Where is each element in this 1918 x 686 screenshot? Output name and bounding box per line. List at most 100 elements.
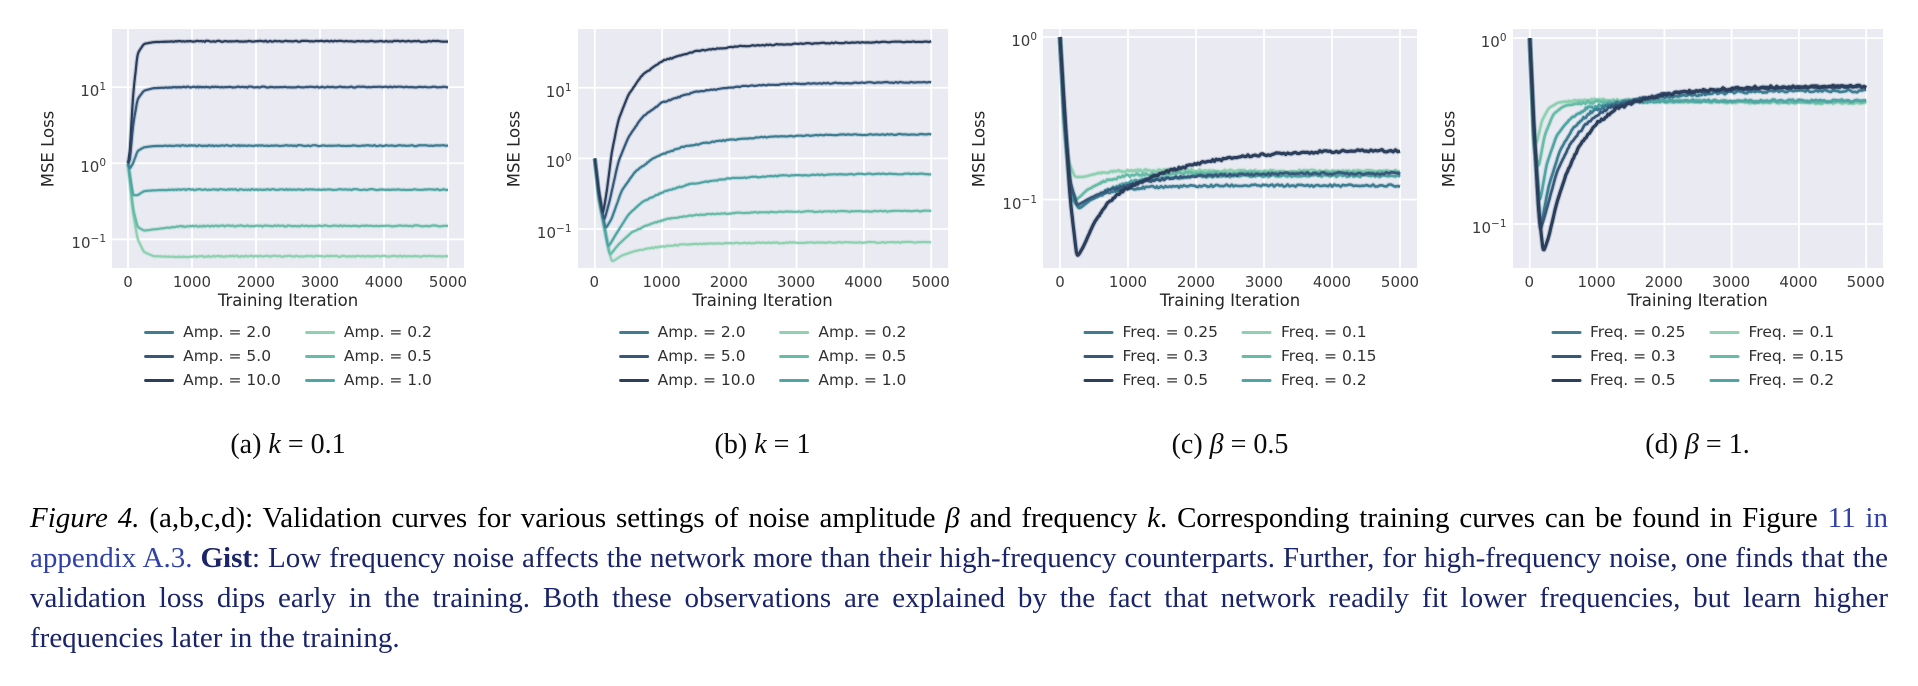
subcaption-text: = 1. (1698, 429, 1750, 460)
legend-item: Freq. = 0.1 (1242, 320, 1376, 344)
appendix-link[interactable]: 11 in appendix A.3. (30, 502, 1888, 574)
legend-column: Amp. = 2.0 Amp. = 5.0 Amp. = 10.0 (144, 320, 281, 392)
legend-item: Freq. = 0.5 (1083, 368, 1218, 392)
series-line (593, 158, 931, 263)
legend-column: Amp. = 2.0 Amp. = 5.0 Amp. = 10.0 (618, 320, 756, 392)
x-tick-label: 2000 (1644, 273, 1683, 291)
subcaption-text: = 0.1 (280, 429, 346, 460)
legend-column: Amp. = 0.2 Amp. = 0.5 Amp. = 1.0 (304, 320, 432, 392)
legend-label: Amp. = 5.0 (183, 347, 272, 365)
subcaption-text: β (1209, 429, 1224, 460)
legend-item: Amp. = 0.2 (779, 320, 906, 344)
legend-label: Freq. = 0.1 (1748, 323, 1835, 341)
plot-area-b (577, 29, 948, 268)
x-axis-label: Training Iteration (217, 291, 359, 310)
caption-segment: : Low frequency noise affects the networ… (30, 542, 1888, 654)
legend-item: Freq. = 0.25 (1551, 320, 1686, 344)
legend-column: Freq. = 0.25 Freq. = 0.3 Freq. = 0.5 (1083, 320, 1218, 392)
subcaption-text: = 1 (766, 429, 811, 460)
legend-line-swatch (618, 354, 649, 358)
subplot-a: MSE Loss 101 100 10−1 0 1000 2000 3000 4000 5000 T… (0, 0, 480, 420)
plots-row: MSE Loss 101 100 10−1 0 1000 2000 3000 4000 5000 T… (0, 0, 1918, 420)
legend-item: Amp. = 10.0 (144, 368, 281, 392)
legend-item: Amp. = 0.5 (779, 344, 906, 368)
legend-line-swatch (1709, 378, 1740, 382)
x-tick-label: 0 (589, 273, 600, 291)
series-halo (125, 161, 449, 260)
plot-area-d (1512, 29, 1883, 268)
subcaption-text: (a) (230, 429, 269, 460)
subcaption-text: = 0.5 (1223, 429, 1289, 460)
series-halo (1526, 37, 1867, 231)
legend-line-swatch (1242, 330, 1272, 334)
x-tick-label: 2000 (709, 273, 748, 291)
y-tick-label: 101 (545, 81, 572, 101)
x-tick-label: 5000 (1846, 273, 1885, 291)
legend-label: Freq. = 0.5 (1590, 371, 1676, 389)
legend-item: Freq. = 0.1 (1709, 320, 1844, 344)
series-line (593, 132, 931, 229)
subcaption-text: (d) (1645, 429, 1685, 460)
legend-line-swatch (779, 354, 810, 358)
x-tick-label: 5000 (911, 273, 950, 291)
legend-label: Amp. = 0.2 (343, 323, 432, 341)
subcaption-b: (b) k = 1 (715, 429, 811, 461)
legend-label: Freq. = 0.15 (1281, 347, 1377, 365)
y-tick-exponent: −1 (1021, 193, 1037, 206)
caption-segment: k (1147, 502, 1160, 534)
legend-label: Freq. = 0.3 (1590, 347, 1676, 365)
legend-label: Amp. = 10.0 (657, 371, 756, 389)
subcaption-text: k (268, 429, 281, 460)
series-line (1058, 36, 1401, 257)
series-halo (592, 156, 931, 248)
x-tick-label: 3000 (1244, 273, 1284, 291)
series-line (593, 158, 931, 256)
legend-line-swatch (1551, 330, 1582, 334)
legend-line-swatch (618, 330, 649, 334)
y-tick-label: 100 (1011, 31, 1037, 50)
plot-area-c (1043, 29, 1417, 268)
legend-item: Amp. = 5.0 (144, 344, 281, 368)
y-tick-exponent: 0 (99, 157, 106, 170)
legend-label: Freq. = 0.2 (1281, 371, 1367, 389)
subplot-d: MSE Loss 100 10−1 0 1000 2000 3000 4000 5000 Trai… (1439, 0, 1918, 420)
series-line (126, 162, 449, 197)
legend-line-swatch (779, 378, 810, 382)
legend-label: Freq. = 0.25 (1590, 323, 1686, 341)
legend-c: Freq. = 0.25 Freq. = 0.3 Freq. = 0.5 Freq. … (1083, 320, 1376, 392)
legend-line-swatch (1709, 330, 1740, 334)
y-tick-exponent: −1 (90, 233, 106, 246)
x-tick-label: 0 (1055, 273, 1065, 291)
legend-item: Freq. = 0.15 (1709, 344, 1844, 368)
x-tick-label: 4000 (1779, 273, 1818, 291)
series-line (127, 85, 449, 165)
x-tick-label: 4000 (364, 273, 404, 291)
legend-item: Amp. = 2.0 (144, 320, 281, 344)
series-line (593, 80, 931, 220)
x-tick-label: 2000 (1176, 273, 1216, 291)
legend-label: Amp. = 2.0 (657, 323, 746, 341)
legend-column: Freq. = 0.1 Freq. = 0.15 Freq. = 0.2 (1242, 320, 1376, 392)
x-tick-label: 1000 (642, 273, 681, 291)
legend-label: Amp. = 0.2 (818, 323, 907, 341)
series-line (126, 162, 449, 232)
legend-line-swatch (144, 378, 175, 382)
y-tick-label: 101 (80, 81, 106, 101)
legend-line-swatch (1551, 378, 1582, 382)
legend-line-swatch (1242, 354, 1272, 358)
caption-segment: Gist (200, 542, 253, 574)
legend-item: Amp. = 0.2 (304, 320, 432, 344)
legend-label: Freq. = 0.3 (1122, 347, 1209, 365)
legend-label: Freq. = 0.5 (1122, 371, 1209, 389)
y-tick-label: 10−1 (71, 233, 106, 253)
x-axis-label: Training Iteration (692, 291, 833, 310)
caption-segment: . Corresponding training curves can be f… (1159, 502, 1828, 534)
legend-line-swatch (1083, 378, 1114, 382)
subcaption-text: β (1684, 429, 1699, 460)
legend-line-swatch (1242, 378, 1272, 382)
y-axis-label: MSE Loss (1439, 110, 1458, 187)
series-halo (125, 142, 449, 171)
series-line (1527, 38, 1867, 252)
y-tick-label: 100 (545, 152, 572, 172)
legend-d: Freq. = 0.25 Freq. = 0.3 Freq. = 0.5 Freq. … (1551, 320, 1844, 392)
